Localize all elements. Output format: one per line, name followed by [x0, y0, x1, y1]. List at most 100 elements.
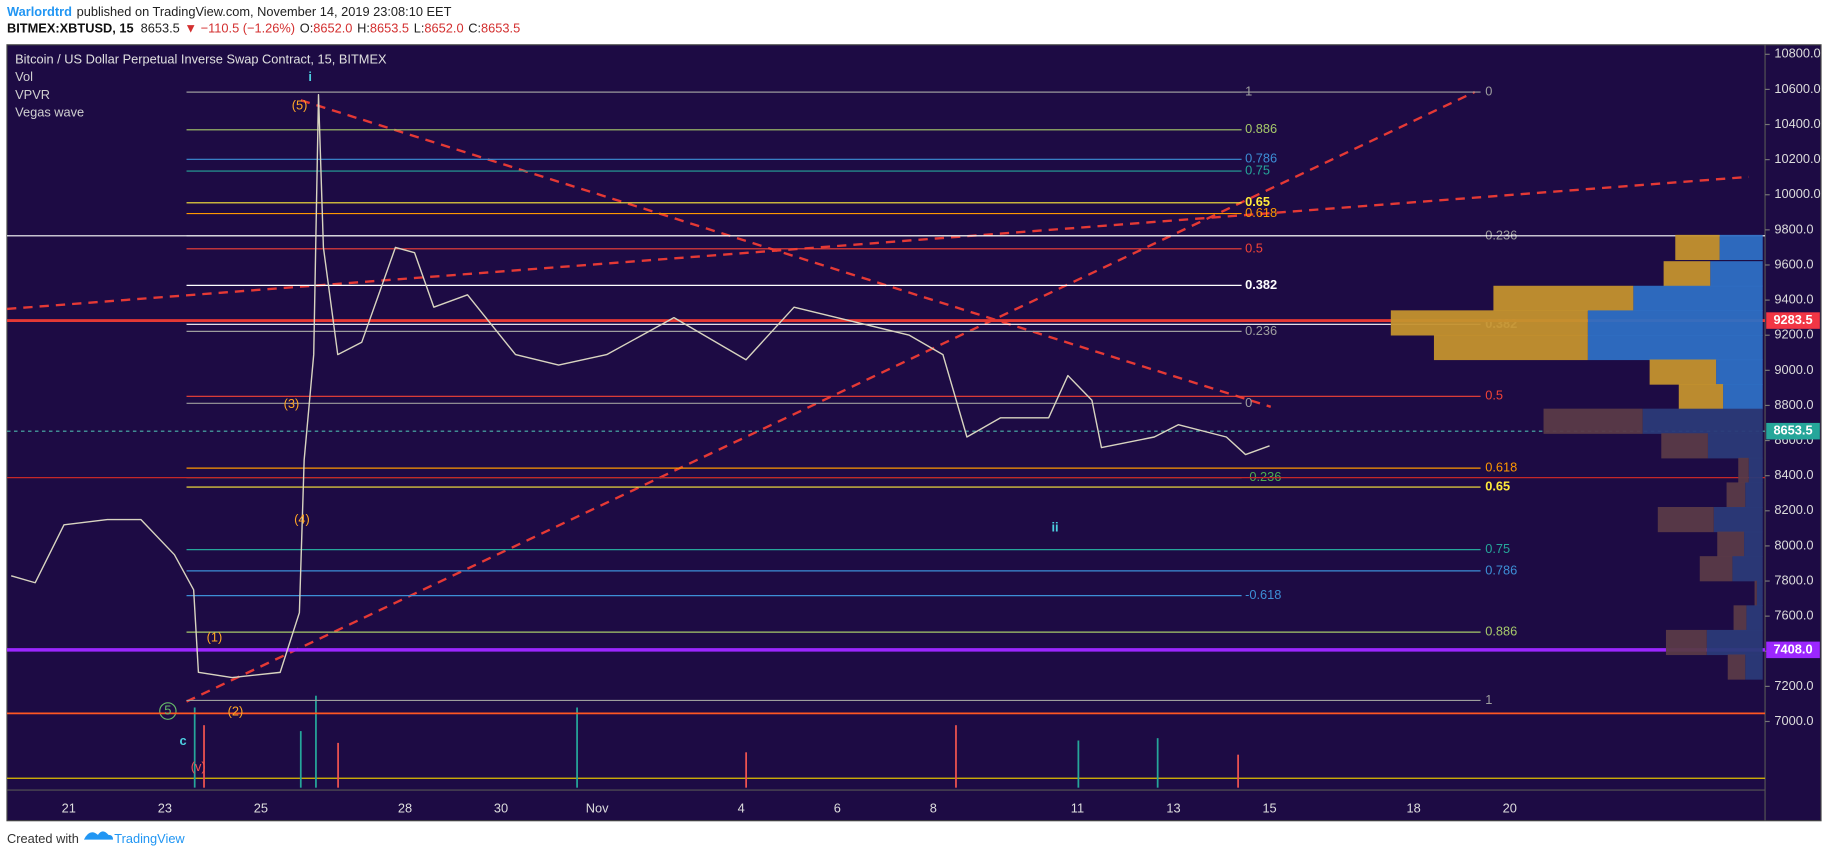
wave-label: (2) [228, 704, 244, 719]
vpvr-down [1748, 457, 1763, 483]
vpvr-down [1716, 359, 1763, 385]
vpvr-up [1657, 506, 1714, 533]
x-tick-label: 20 [1503, 800, 1517, 815]
vpvr-up [1733, 605, 1747, 631]
wave-circle [159, 702, 177, 720]
wave-label: 5 [164, 702, 171, 717]
y-tick-label: 9000.0 [1774, 362, 1813, 377]
x-tick-label: 8 [930, 800, 937, 815]
vpvr-up [1738, 457, 1749, 483]
vpvr-up [1543, 408, 1643, 434]
chart-bg [6, 44, 1822, 822]
wave-label: (5) [292, 97, 308, 112]
wave-label: (3) [284, 396, 300, 411]
vpvr-up [1649, 359, 1717, 385]
ohlc-value: 8652.0 [313, 21, 352, 36]
vpvr-down [1713, 506, 1763, 533]
vpvr-down [1723, 384, 1763, 410]
fib-label: 0.65 [1485, 478, 1510, 493]
fib-label: 0.618 [1485, 459, 1517, 474]
trend-line [300, 99, 1272, 408]
y-tick-label: 10800.0 [1774, 46, 1820, 61]
y-tick-label: 9800.0 [1774, 221, 1813, 236]
indicator: Vol [15, 69, 33, 84]
x-tick-label: 25 [254, 800, 268, 815]
vpvr-up [1699, 556, 1733, 582]
vpvr-down [1633, 285, 1763, 311]
header-line: Warlordtrd published on TradingView.com, … [7, 4, 452, 19]
ohlc-key: O: [300, 21, 314, 36]
fib-label: -0.236 [1245, 469, 1281, 484]
fib-label: 0.75 [1485, 541, 1510, 556]
fib-label: 0.786 [1245, 151, 1277, 166]
vpvr-up [1675, 234, 1720, 261]
vpvr-down [1587, 334, 1763, 361]
fib-label: 1 [1485, 692, 1492, 707]
fib-label: -0.618 [1245, 587, 1281, 602]
y-tick-label: 8400.0 [1774, 467, 1813, 482]
y-tick-label: 7000.0 [1774, 713, 1813, 728]
price-badge-label: 9283.5 [1773, 312, 1812, 327]
fib-label: 0.75 [1245, 162, 1270, 177]
wave-label: (1) [207, 629, 223, 644]
fib-label: 0 [1245, 395, 1252, 410]
vpvr-up [1663, 261, 1711, 287]
y-tick-label: 10600.0 [1774, 81, 1820, 96]
x-tick-label: Nov [586, 800, 609, 815]
vpvr-down [1710, 261, 1763, 287]
vpvr-up [1661, 433, 1708, 459]
ohlc-key: H: [357, 21, 370, 36]
fib-label: 0.5 [1485, 388, 1503, 403]
y-tick-label: 8800.0 [1774, 397, 1813, 412]
change: ▼ −110.5 (−1.26%) [184, 21, 295, 36]
vpvr-up [1717, 531, 1745, 557]
ohlc-key: L: [414, 21, 425, 36]
vpvr-up [1433, 334, 1588, 361]
wave-label: c [179, 733, 186, 748]
fib-label: 0.886 [1485, 623, 1517, 638]
y-tick-label: 9600.0 [1774, 256, 1813, 271]
wave-label: i [308, 69, 312, 84]
footer-created: Created with [7, 831, 79, 846]
y-tick-label: 7800.0 [1774, 572, 1813, 587]
fib-label: 1 [1245, 83, 1252, 98]
vpvr-down [1707, 433, 1763, 459]
vpvr-down [1587, 310, 1763, 336]
x-tick-label: 28 [398, 800, 412, 815]
vpvr-down [1745, 654, 1763, 680]
x-tick-label: 15 [1262, 800, 1276, 815]
x-tick-label: 21 [62, 800, 76, 815]
volume [193, 695, 1239, 788]
y-tick-label: 9400.0 [1774, 291, 1813, 306]
price-badge-label: 8653.5 [1773, 423, 1812, 438]
price-line [10, 93, 1270, 679]
fib-label: 0.236 [1485, 227, 1517, 242]
x-tick-label: 18 [1407, 800, 1421, 815]
logo [83, 831, 114, 840]
vpvr-down [1746, 605, 1763, 631]
vpvr-up [1727, 654, 1746, 680]
indicator: Vegas wave [15, 105, 84, 120]
x-tick-label: 30 [494, 800, 508, 815]
vpvr-down [1642, 408, 1763, 434]
y-tick-label: 7200.0 [1774, 678, 1813, 693]
x-tick-label: 13 [1166, 800, 1180, 815]
legend-title: Bitcoin / US Dollar Perpetual Inverse Sw… [15, 51, 387, 66]
vpvr-up [1726, 482, 1746, 508]
vpvr-up [1754, 580, 1757, 606]
fib-label: 0.618 [1245, 205, 1277, 220]
price-badge [1766, 312, 1820, 329]
y-tick-label: 8000.0 [1774, 537, 1813, 552]
vpvr-down [1745, 482, 1763, 508]
fib-label: 0.786 [1485, 562, 1517, 577]
vpvr-up [1665, 629, 1707, 656]
vpvr-down [1744, 531, 1763, 557]
fib-label: 0.236 [1245, 323, 1277, 338]
fib-label: 0.886 [1245, 121, 1277, 136]
ohlc-key: C: [468, 21, 481, 36]
fib-label: 0.382 [1245, 277, 1277, 292]
symbol-line: BITMEX:XBTUSD, 15 8653.5 ▼ −110.5 (−1.26%)… [7, 21, 520, 36]
wave-label: (4) [294, 511, 310, 526]
